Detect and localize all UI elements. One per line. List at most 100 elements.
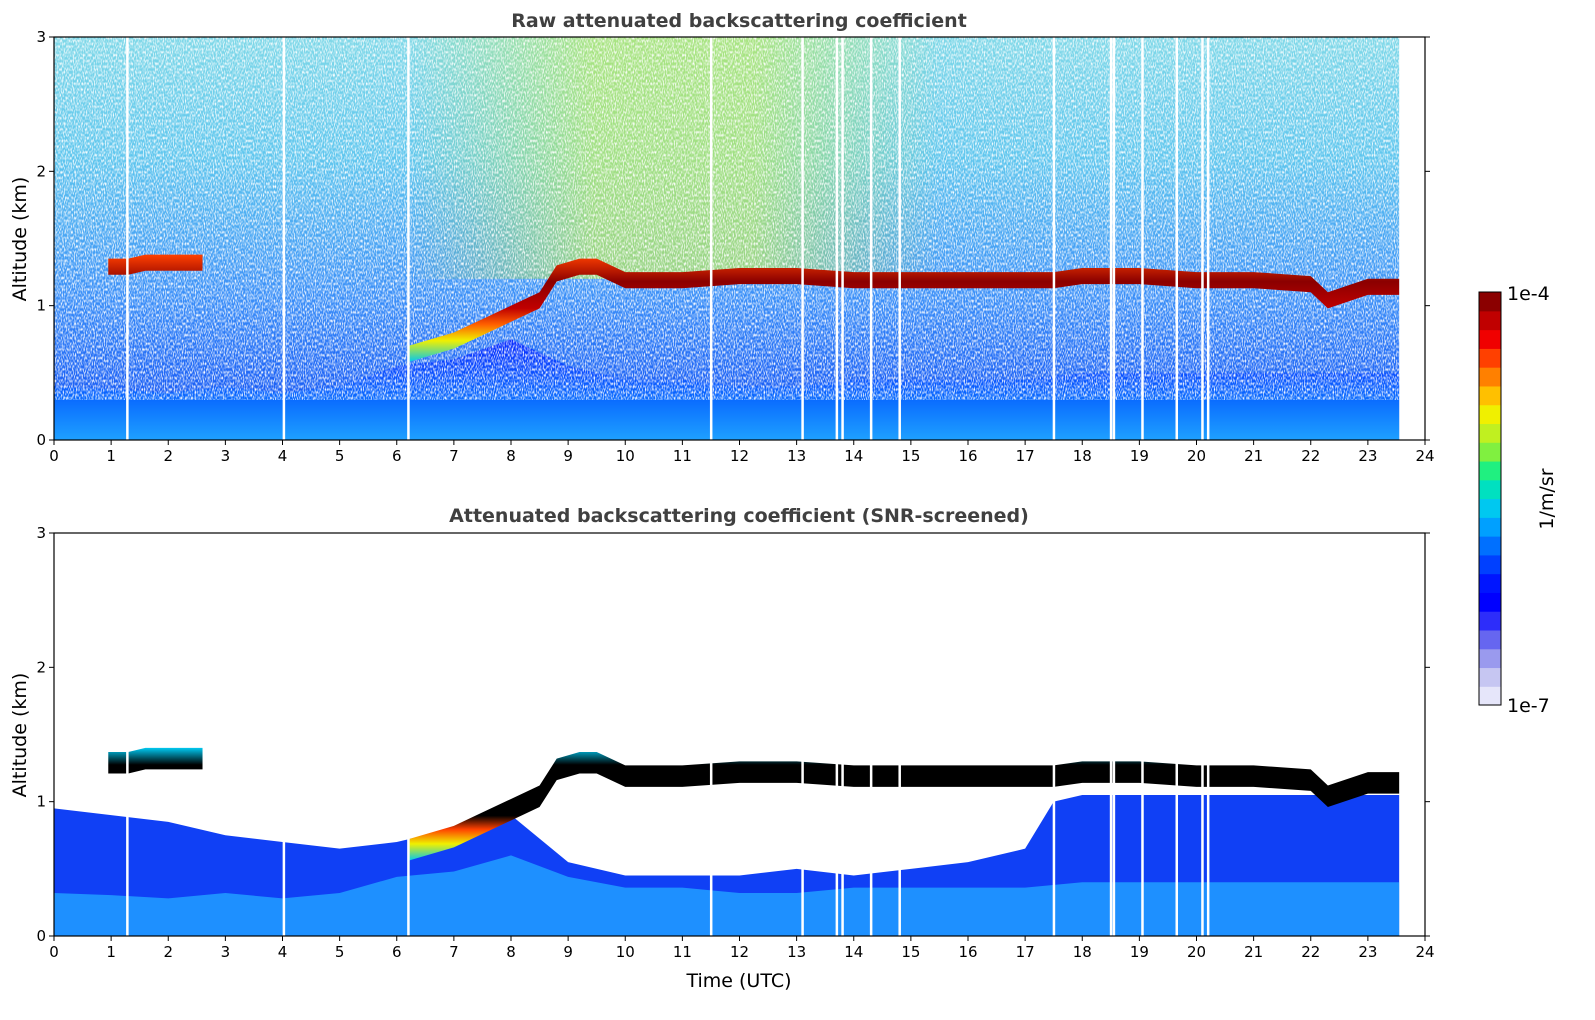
x-tick-label: 21 <box>1244 943 1263 961</box>
data-gap <box>126 37 129 440</box>
colorbar-band <box>1479 554 1501 575</box>
x-tick-label: 4 <box>278 943 288 961</box>
data-gap <box>1201 37 1204 440</box>
y-tick-label: 1 <box>36 793 46 811</box>
x-tick-label: 6 <box>392 943 402 961</box>
colorbar-band <box>1479 385 1501 406</box>
x-tick-label: 18 <box>1073 447 1092 465</box>
colorbar-band <box>1479 460 1501 481</box>
data-gap <box>835 37 839 440</box>
data-gap <box>801 37 804 440</box>
colorbar-band <box>1479 629 1501 650</box>
x-tick-label: 18 <box>1073 943 1092 961</box>
y-tick-label: 2 <box>36 162 46 180</box>
colorbar-band <box>1479 348 1501 368</box>
y-tick-label: 0 <box>36 927 46 945</box>
x-tick-label: 22 <box>1301 447 1320 465</box>
data-gap <box>801 533 804 936</box>
x-tick-label: 8 <box>506 447 516 465</box>
data-gap <box>709 533 713 936</box>
time-axis-label: Time (UTC) <box>685 970 791 992</box>
colorbar-band <box>1479 611 1501 631</box>
x-tick-label: 23 <box>1358 447 1377 465</box>
raw-noise-speckle <box>54 37 1400 400</box>
x-tick-label: 15 <box>901 943 920 961</box>
data-gap <box>1206 37 1210 440</box>
colorbar-min-label: 1e-7 <box>1507 695 1550 717</box>
data-gap <box>407 37 410 440</box>
screened-heatmap <box>54 533 1425 936</box>
colorbar-band <box>1479 592 1501 612</box>
x-tick-label: 7 <box>449 447 459 465</box>
x-tick-label: 21 <box>1244 447 1263 465</box>
data-gap <box>1141 37 1144 440</box>
x-tick-label: 19 <box>1130 447 1149 465</box>
data-gap <box>1109 533 1113 936</box>
screened-data-gaps <box>126 533 1210 936</box>
y-tick-label: 0 <box>36 431 46 449</box>
colorbar-frame <box>1478 291 1502 706</box>
raw-data-gaps <box>126 37 1210 440</box>
x-tick-label: 23 <box>1358 943 1377 961</box>
colorbar-scale <box>1479 292 1501 706</box>
x-tick-label: 17 <box>1016 943 1035 961</box>
x-tick-label: 24 <box>1415 943 1434 961</box>
data-gap <box>282 37 286 440</box>
colorbar: 1e-4 1e-7 1/m/sr <box>1478 283 1558 717</box>
colorbar-band <box>1479 329 1501 349</box>
data-gap <box>709 37 713 440</box>
screened-cloud-layer <box>108 747 1400 861</box>
x-tick-label: 24 <box>1415 447 1434 465</box>
x-tick-label: 10 <box>616 943 635 961</box>
x-tick-label: 22 <box>1301 943 1320 961</box>
x-tick-label: 2 <box>163 943 173 961</box>
y-tick-label: 3 <box>36 28 46 46</box>
x-tick-label: 7 <box>449 943 459 961</box>
screened-y-axis-label: Altitude (km) <box>9 673 31 798</box>
raw-panel-title: Raw attenuated backscattering coefficien… <box>511 10 967 32</box>
data-gap <box>841 533 844 936</box>
colorbar-band <box>1479 686 1501 706</box>
x-tick-label: 1 <box>106 447 116 465</box>
screened-no-data-region <box>1399 533 1425 936</box>
data-gap <box>1052 37 1056 440</box>
x-tick-label: 13 <box>787 447 806 465</box>
x-tick-label: 14 <box>844 447 863 465</box>
x-tick-label: 16 <box>958 943 977 961</box>
screened-boundary-layer <box>54 855 1400 936</box>
x-tick-label: 6 <box>392 447 402 465</box>
x-tick-label: 11 <box>673 447 692 465</box>
colorbar-band <box>1479 648 1501 669</box>
data-gap <box>835 533 839 936</box>
x-tick-label: 3 <box>221 943 231 961</box>
x-tick-label: 12 <box>730 943 749 961</box>
x-tick-label: 4 <box>278 447 288 465</box>
y-tick-label: 2 <box>36 658 46 676</box>
colorbar-band <box>1479 517 1501 537</box>
x-tick-label: 0 <box>49 447 59 465</box>
colorbar-unit-label: 1/m/sr <box>1536 468 1558 529</box>
x-tick-label: 8 <box>506 943 516 961</box>
colorbar-band <box>1479 404 1501 425</box>
colorbar-band <box>1479 573 1501 593</box>
x-tick-label: 11 <box>673 943 692 961</box>
x-tick-label: 3 <box>221 447 231 465</box>
x-tick-label: 20 <box>1187 943 1206 961</box>
data-gap <box>898 37 901 440</box>
x-tick-label: 17 <box>1016 447 1035 465</box>
x-tick-label: 13 <box>787 943 806 961</box>
colorbar-band <box>1479 423 1501 443</box>
data-gap <box>1109 37 1113 440</box>
x-tick-label: 1 <box>106 943 116 961</box>
data-gap <box>869 37 873 440</box>
colorbar-band <box>1479 479 1501 500</box>
colorbar-band <box>1479 667 1501 687</box>
colorbar-band <box>1479 536 1501 556</box>
x-tick-label: 2 <box>163 447 173 465</box>
raw-y-axis: 0 1 2 3 <box>36 28 1430 449</box>
screened-panel-title: Attenuated backscattering coefficient (S… <box>449 505 1029 527</box>
x-tick-label: 12 <box>730 447 749 465</box>
x-tick-label: 15 <box>901 447 920 465</box>
x-tick-label: 5 <box>335 943 345 961</box>
